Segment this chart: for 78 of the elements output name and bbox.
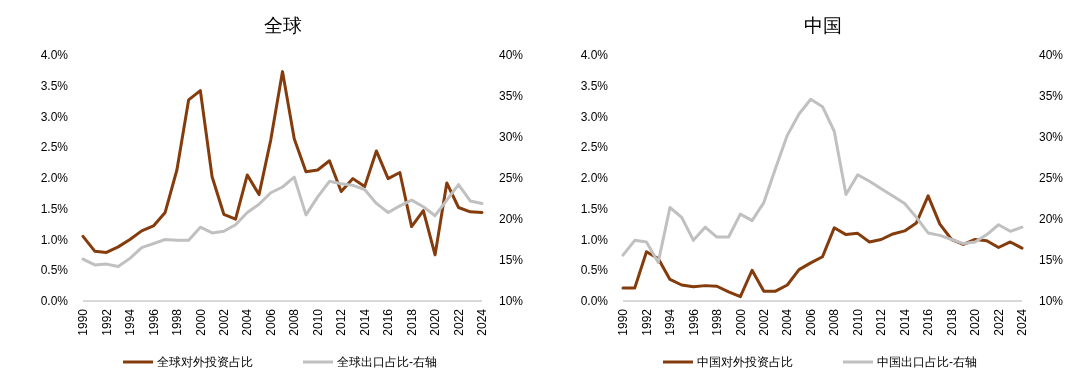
legend-label: 全球对外投资占比: [157, 355, 253, 370]
line-series: [81, 175, 484, 269]
y2-tick-label: 20%: [1039, 212, 1064, 227]
x-tick-label: 2008: [827, 308, 842, 336]
x-tick-label: 2004: [780, 308, 795, 336]
y2-tick-label: 15%: [499, 253, 524, 268]
y-tick-label: 2.5%: [580, 140, 609, 155]
y-tick-label: 3.0%: [40, 109, 69, 124]
x-tick-label: 2010: [850, 308, 865, 336]
x-tick-label: 2018: [404, 308, 419, 336]
y-tick-label: 2.5%: [40, 140, 69, 155]
y2-tick-label: 30%: [499, 130, 524, 145]
y2-tick-label: 25%: [1039, 171, 1064, 186]
x-tick-label: 2022: [451, 308, 466, 336]
x-tick-label: 1994: [123, 308, 138, 336]
y2-tick-label: 10%: [1039, 294, 1064, 309]
x-tick-label: 2014: [357, 308, 372, 336]
y-tick-label: 3.5%: [580, 78, 609, 93]
x-tick-label: 1998: [170, 308, 185, 336]
x-tick-label: 1992: [99, 308, 114, 336]
legend-label: 中国出口占比-右轴: [877, 355, 977, 370]
x-tick-label: 2000: [733, 308, 748, 336]
y2-tick-label: 30%: [1039, 130, 1064, 145]
x-tick-label: 2012: [874, 308, 889, 336]
x-tick-label: 2004: [240, 308, 255, 336]
x-tick-label: 1998: [710, 308, 725, 336]
y-tick-label: 1.5%: [40, 201, 69, 216]
x-tick-label: 1996: [686, 308, 701, 336]
y2-tick-label: 25%: [499, 171, 524, 186]
chart-title: 中国: [803, 15, 842, 36]
line-series: [621, 194, 1024, 299]
y-tick-label: 2.0%: [40, 171, 69, 186]
x-tick-label: 2012: [334, 308, 349, 336]
legend-label: 全球出口占比-右轴: [337, 355, 437, 370]
x-tick-label: 2024: [475, 308, 490, 336]
y-tick-label: 3.5%: [40, 78, 69, 93]
y-tick-label: 2.0%: [580, 171, 609, 186]
x-tick-label: 2022: [991, 308, 1006, 336]
y-tick-label: 3.0%: [580, 109, 609, 124]
line-series: [81, 70, 484, 257]
x-tick-label: 2024: [1015, 308, 1030, 336]
y2-tick-label: 40%: [499, 48, 524, 63]
x-tick-label: 2020: [428, 308, 443, 336]
y-tick-label: 1.5%: [580, 201, 609, 216]
x-tick-label: 2002: [757, 308, 772, 336]
x-tick-label: 2016: [381, 308, 396, 336]
legend-label: 中国对外投资占比: [697, 355, 793, 370]
x-tick-label: 2006: [803, 308, 818, 336]
y-tick-label: 1.0%: [40, 232, 69, 247]
y2-tick-label: 10%: [499, 294, 524, 309]
x-tick-label: 1994: [663, 308, 678, 336]
y-tick-label: 4.0%: [40, 48, 69, 63]
y-tick-label: 4.0%: [580, 48, 609, 63]
x-tick-label: 1990: [616, 308, 631, 336]
y-tick-label: 0.5%: [40, 263, 69, 278]
line-series: [621, 97, 1024, 264]
x-tick-label: 1996: [146, 308, 161, 336]
y2-tick-label: 15%: [1039, 253, 1064, 268]
y-tick-label: 1.0%: [580, 232, 609, 247]
x-tick-label: 2000: [193, 308, 208, 336]
chart-title: 全球: [263, 15, 302, 36]
x-tick-label: 2002: [217, 308, 232, 336]
y2-tick-label: 35%: [1039, 89, 1064, 104]
y2-tick-label: 20%: [499, 212, 524, 227]
x-tick-label: 2010: [310, 308, 325, 336]
y-tick-label: 0.0%: [40, 294, 69, 309]
x-tick-label: 2006: [263, 308, 278, 336]
y2-tick-label: 40%: [1039, 48, 1064, 63]
y-tick-label: 0.5%: [580, 263, 609, 278]
x-tick-label: 2008: [287, 308, 302, 336]
y-tick-label: 0.0%: [580, 294, 609, 309]
x-tick-label: 2020: [968, 308, 983, 336]
x-tick-label: 2016: [921, 308, 936, 336]
x-tick-label: 2014: [897, 308, 912, 336]
x-tick-label: 1990: [76, 308, 91, 336]
x-tick-label: 1992: [639, 308, 654, 336]
y2-tick-label: 35%: [499, 89, 524, 104]
x-tick-label: 2018: [944, 308, 959, 336]
